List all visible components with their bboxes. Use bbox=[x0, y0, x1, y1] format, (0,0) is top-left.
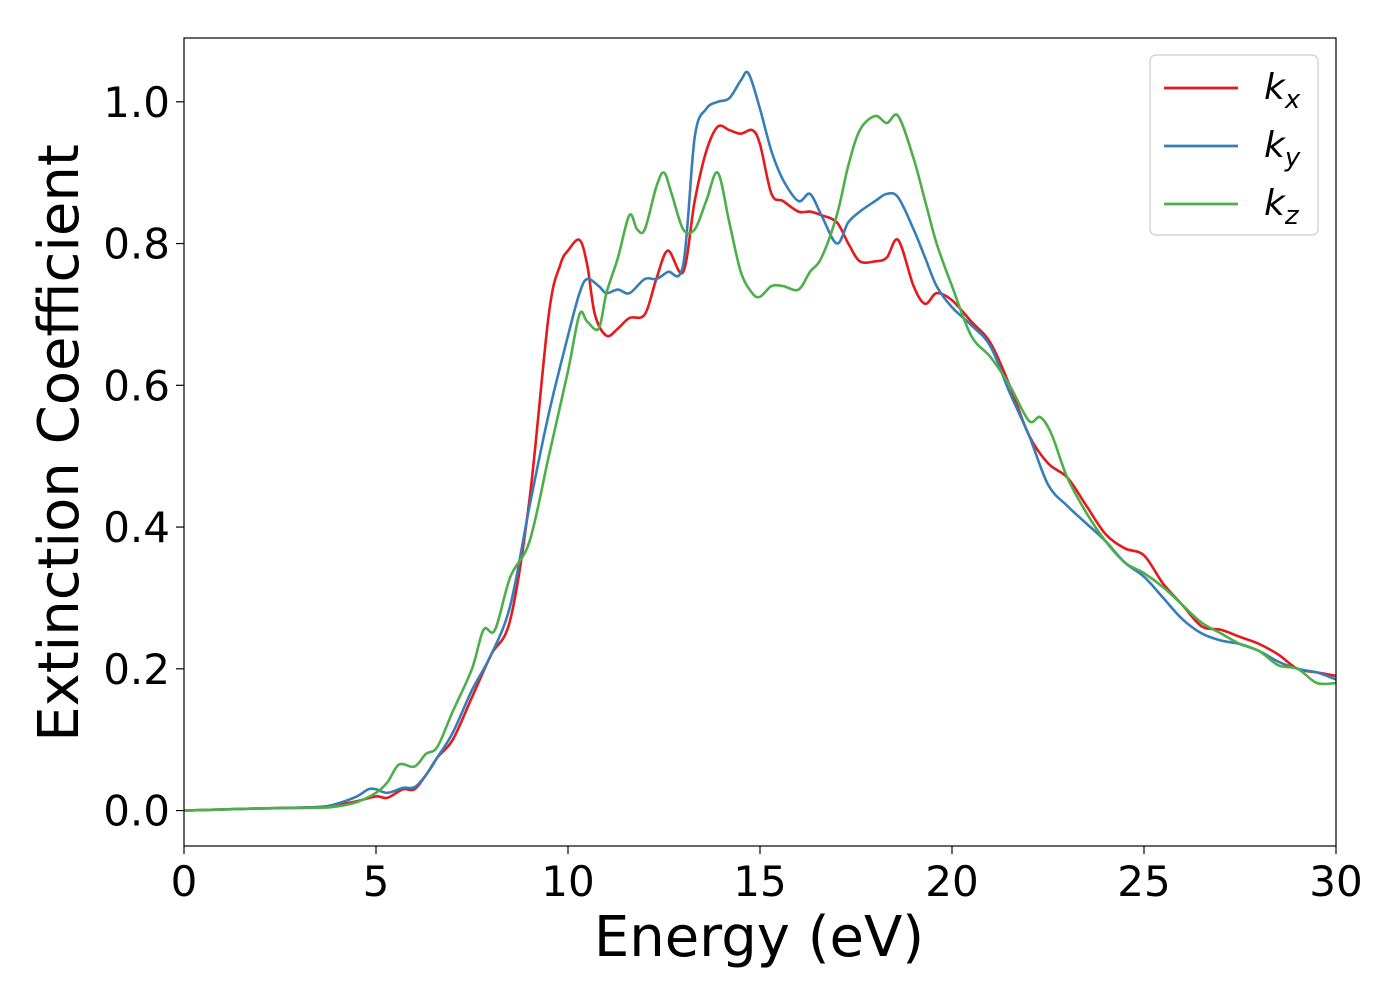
x-tick-label: 25 bbox=[1117, 857, 1170, 906]
y-tick-label: 0.0 bbox=[103, 787, 170, 836]
legend-label-kz: kz bbox=[1264, 183, 1300, 231]
y-tick-label: 0.4 bbox=[103, 503, 170, 552]
legend: kx ky kz bbox=[1149, 54, 1319, 236]
y-axis-label: Extinction Coefficient bbox=[27, 144, 92, 742]
x-axis-label: Energy (eV) bbox=[594, 905, 924, 970]
legend-label-ky: ky bbox=[1264, 125, 1301, 173]
x-tick-label: 20 bbox=[925, 857, 978, 906]
y-tick-label: 0.6 bbox=[103, 361, 170, 410]
legend-label-kx: kx bbox=[1264, 67, 1301, 115]
y-tick-label: 0.8 bbox=[103, 220, 170, 269]
x-tick-label: 30 bbox=[1309, 857, 1362, 906]
series-line-kz bbox=[183, 113, 1337, 812]
plot-lines bbox=[183, 70, 1337, 812]
x-axis-ticks: 0 5 10 15 20 25 30 bbox=[171, 846, 1363, 906]
x-tick-label: 5 bbox=[363, 857, 390, 906]
x-tick-label: 0 bbox=[171, 857, 198, 906]
y-tick-label: 1.0 bbox=[103, 78, 170, 127]
x-tick-label: 10 bbox=[541, 857, 594, 906]
series-line-kx bbox=[183, 124, 1337, 812]
y-axis-ticks: 0.0 0.2 0.4 0.6 0.8 1.0 bbox=[103, 78, 184, 836]
x-tick-label: 15 bbox=[733, 857, 786, 906]
y-tick-label: 0.2 bbox=[103, 645, 170, 694]
